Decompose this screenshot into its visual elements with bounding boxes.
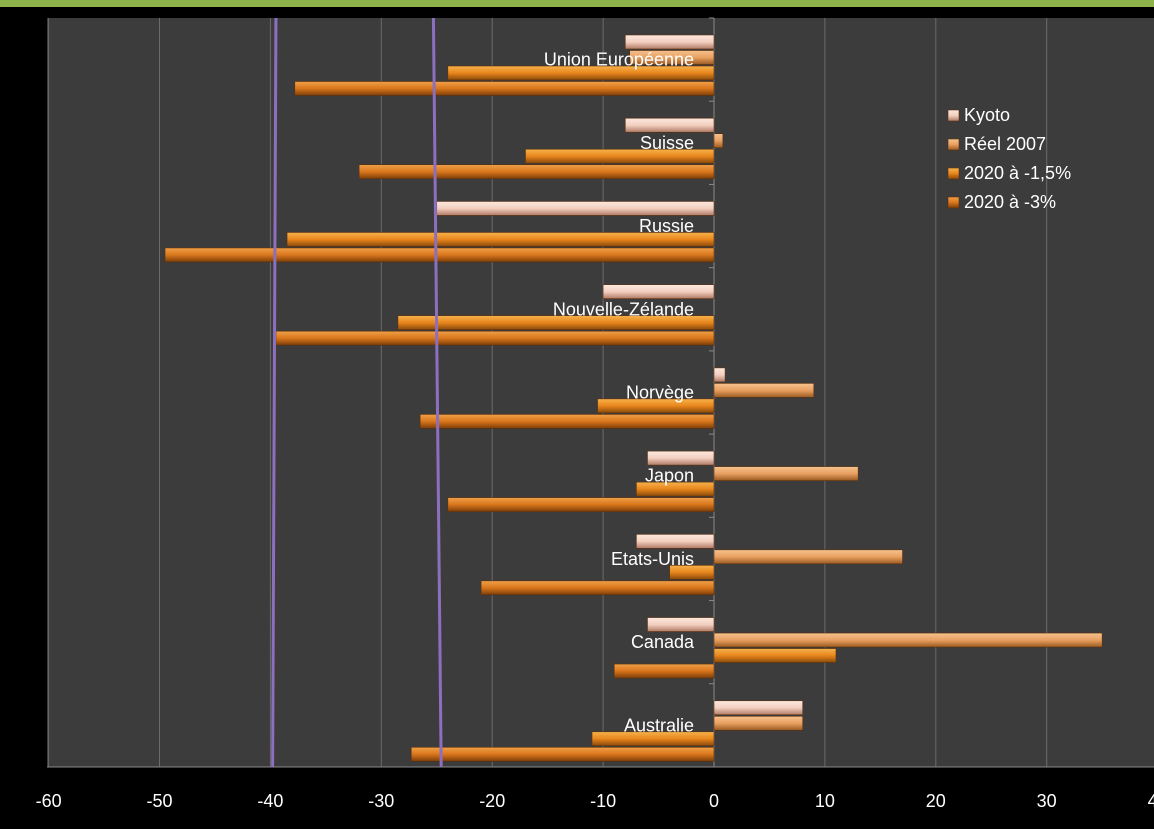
bar-reel-2007-etats-unis bbox=[713, 549, 903, 565]
bar-2020-a-3-nouvelle-zelande bbox=[275, 330, 715, 346]
x-tick-label-m60: -60 bbox=[36, 791, 62, 811]
category-label-australie: Australie bbox=[624, 715, 694, 735]
legend: Kyoto Réel 2007 2020 à -1,5% 2020 à -3% bbox=[947, 105, 1071, 212]
bar-2020-a-1-5-etats-unis bbox=[669, 565, 715, 580]
category-label-suisse: Suisse bbox=[640, 133, 694, 153]
bar-kyoto-japon bbox=[647, 450, 715, 466]
reference-line-1 bbox=[271, 17, 278, 768]
bar-2020-a-1-5-russie bbox=[286, 232, 715, 247]
x-tick-label-0: 0 bbox=[709, 791, 719, 811]
category-label-norvege: Norvège bbox=[626, 383, 694, 403]
x-axis-tick-labels: -60 -50 -40 -30 -20 -10 0 10 20 30 40 bbox=[36, 791, 1154, 811]
legend-swatch-reel-2007 bbox=[947, 138, 960, 151]
bar-2020-a-3-canada bbox=[613, 663, 715, 679]
bars bbox=[164, 34, 1103, 762]
bar-2020-a-3-norvege bbox=[419, 414, 715, 429]
bar-2020-a-3-australie bbox=[410, 746, 715, 762]
x-tick-label-m20: -20 bbox=[479, 791, 505, 811]
bar-2020-a-3-union-europeenne bbox=[294, 81, 715, 96]
category-label-japon: Japon bbox=[645, 466, 694, 486]
bar-2020-a-3-japon bbox=[447, 497, 715, 512]
plot-area bbox=[47, 18, 1154, 767]
x-tick-label-40: 40 bbox=[1148, 791, 1154, 811]
bar-2020-a-1-5-nouvelle-zelande bbox=[397, 315, 715, 330]
x-tick-label-m30: -30 bbox=[368, 791, 394, 811]
legend-label-2020-a-1-5: 2020 à -1,5% bbox=[964, 163, 1071, 183]
x-tick-label-m40: -40 bbox=[257, 791, 283, 811]
x-tick-label-m50: -50 bbox=[146, 791, 172, 811]
legend-label-kyoto: Kyoto bbox=[964, 105, 1010, 125]
bar-reel-2007-union-europeenne bbox=[629, 50, 715, 65]
legend-swatch-kyoto bbox=[947, 109, 960, 122]
bar-reel-2007-suisse bbox=[713, 133, 724, 149]
bar-reel-2007-australie bbox=[713, 715, 804, 731]
top-accent-bar bbox=[0, 0, 1154, 7]
bar-kyoto-suisse bbox=[624, 117, 715, 133]
bar-2020-a-3-russie bbox=[164, 247, 715, 263]
x-tick-label-20: 20 bbox=[926, 791, 946, 811]
bar-reel-2007-japon bbox=[713, 466, 859, 481]
category-labels: Union Européenne Suisse Russie Nouvelle-Zél… bbox=[544, 50, 695, 736]
bar-2020-a-3-etats-unis bbox=[480, 580, 715, 596]
bar-kyoto-norvege bbox=[713, 367, 726, 383]
bar-reel-2007-norvege bbox=[713, 383, 815, 398]
bar-2020-a-1-5-canada bbox=[713, 648, 837, 663]
category-label-nouvelle-zelande: Nouvelle-Zélande bbox=[553, 299, 694, 319]
x-tick-label-10: 10 bbox=[815, 791, 835, 811]
bar-kyoto-russie bbox=[436, 201, 715, 216]
bar-kyoto-union-europeenne bbox=[624, 34, 715, 50]
category-label-canada: Canada bbox=[631, 632, 695, 652]
bar-2020-a-3-suisse bbox=[358, 164, 715, 180]
legend-label-2020-a-3: 2020 à -3% bbox=[964, 192, 1056, 212]
legend-label-reel-2007: Réel 2007 bbox=[964, 134, 1046, 154]
x-tick-label-30: 30 bbox=[1037, 791, 1057, 811]
bar-2020-a-1-5-suisse bbox=[525, 148, 715, 164]
bar-2020-a-1-5-norvege bbox=[597, 398, 715, 414]
bar-kyoto-canada bbox=[647, 617, 715, 632]
bar-2020-a-1-5-australie bbox=[591, 731, 715, 747]
bar-kyoto-etats-unis bbox=[636, 534, 715, 549]
x-tick-label-m10: -10 bbox=[590, 791, 616, 811]
category-label-russie: Russie bbox=[639, 216, 694, 236]
legend-swatch-2020-a-3 bbox=[947, 196, 960, 209]
bar-kyoto-nouvelle-zelande bbox=[602, 284, 715, 299]
bar-reel-2007-canada bbox=[713, 632, 1103, 648]
bar-kyoto-australie bbox=[713, 700, 804, 716]
bar-2020-a-1-5-japon bbox=[636, 481, 715, 497]
legend-swatch-2020-a-1-5 bbox=[947, 167, 960, 180]
category-label-union-europeenne: Union Européenne bbox=[544, 50, 694, 70]
reference-lines bbox=[271, 17, 443, 768]
bar-2020-a-1-5-union-europeenne bbox=[447, 65, 715, 81]
reference-line-2 bbox=[431, 17, 443, 768]
category-label-etats-unis: Etats-Unis bbox=[611, 549, 694, 569]
